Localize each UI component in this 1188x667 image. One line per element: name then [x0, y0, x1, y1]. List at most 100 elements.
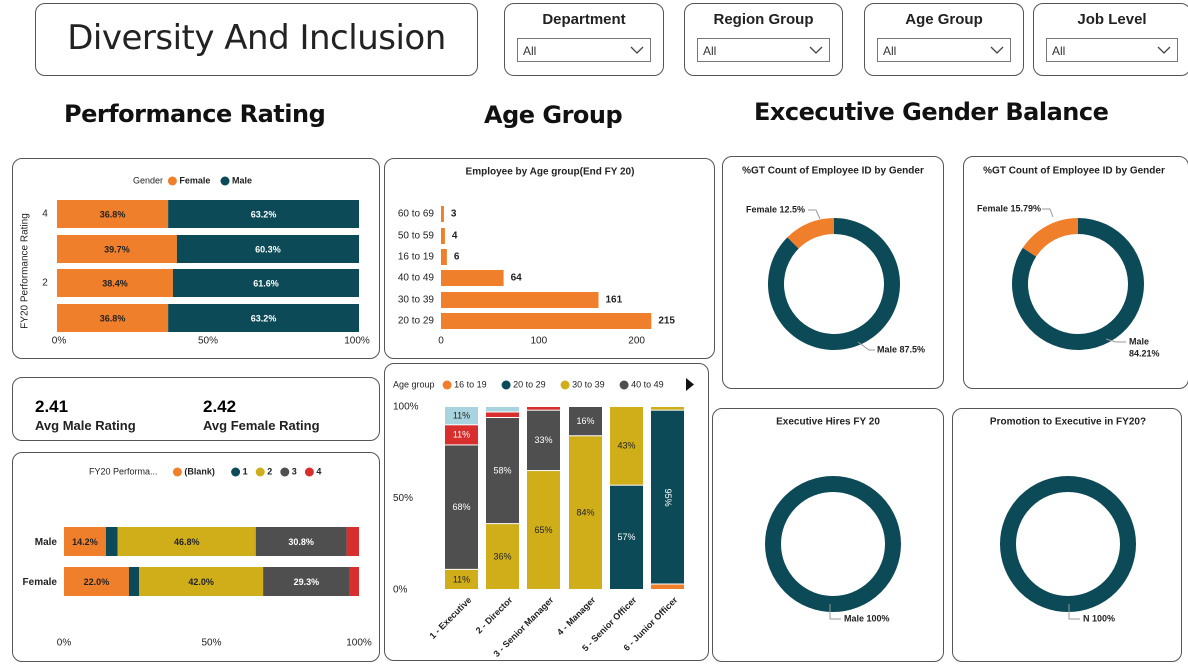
bar-segment	[346, 527, 359, 556]
x-tick-label: 200	[628, 336, 645, 347]
y-tick-label: 20 to 29	[398, 316, 435, 327]
legend-marker	[304, 467, 314, 477]
data-label: 42.0%	[188, 577, 214, 587]
legend-label: 2	[267, 466, 272, 476]
promotion-card: Promotion to Executive in FY20? N 100%	[952, 408, 1182, 662]
title-card: Diversity And Inclusion	[35, 3, 478, 76]
data-label: 65%	[534, 525, 552, 535]
legend-marker	[220, 176, 230, 186]
bar-segment	[610, 407, 643, 485]
y-tick-label: 40 to 49	[398, 273, 435, 284]
bar-segment	[527, 407, 560, 410]
promotion-donut: Promotion to Executive in FY20? N 100%	[990, 417, 1146, 624]
data-label: 36%	[493, 551, 511, 561]
bar-segment	[255, 527, 347, 556]
x-tick-label: 100%	[346, 638, 372, 649]
y-tick-label: 0%	[393, 585, 408, 596]
x-tick-label: 0	[438, 336, 444, 347]
donut-slice	[768, 218, 900, 350]
data-label: Male 87.5%	[877, 344, 925, 354]
legend-label: 1	[243, 466, 248, 476]
bar-segment	[263, 567, 350, 596]
legend-label: Female	[179, 175, 210, 185]
bar-segment	[445, 445, 478, 569]
bar-segment	[445, 569, 478, 589]
bar-segment	[128, 567, 140, 596]
region-group-dropdown[interactable]: All	[697, 38, 830, 62]
data-label: 30.8%	[288, 537, 314, 547]
bar-segment	[610, 485, 643, 589]
bar-segment	[486, 524, 519, 589]
avg-male-rating-value: 2.41	[35, 397, 69, 416]
data-label: 29.3%	[294, 577, 320, 587]
data-label: 43%	[617, 441, 635, 451]
bar-segment	[176, 235, 359, 263]
x-tick-label: 1 - Executive	[427, 595, 473, 641]
data-label: N 100%	[1083, 613, 1115, 623]
avg-male-rating-label: Avg Male Rating	[35, 418, 136, 433]
age-section-title: Age Group	[484, 101, 623, 129]
data-label: 38.4%	[102, 278, 128, 288]
x-tick-label: 0%	[52, 336, 67, 347]
age-group-card: Employee by Age group(End FY 20) 60 to 69…	[384, 158, 715, 359]
legend-title: Gender	[133, 175, 163, 185]
dropdown-value: All	[703, 44, 717, 58]
y-tick-label: 2	[42, 278, 48, 289]
chart-title: Employee by Age group(End FY 20)	[466, 167, 635, 178]
data-label: 36.8%	[100, 313, 126, 323]
age-group-dropdown[interactable]: All	[877, 38, 1011, 62]
data-label: 84.21%	[1129, 348, 1160, 358]
perf-distribution-card: FY20 Performa... (Blank) 1 2 3 4 Male 14.2% 46.8…	[12, 452, 380, 662]
legend-marker	[280, 467, 290, 477]
data-label: Male	[1129, 336, 1149, 346]
data-label: 95%	[663, 489, 673, 507]
legend-marker	[167, 176, 177, 186]
avg-female-rating-label: Avg Female Rating	[203, 418, 320, 433]
legend-marker	[231, 467, 241, 477]
filter-label: Age Group	[905, 11, 983, 28]
data-label: 4	[452, 231, 458, 242]
bar-segment	[57, 200, 169, 228]
data-label: Female 15.79%	[977, 203, 1041, 213]
perf-by-gender-card: Gender Female Male FY20 Performance Rating 4…	[12, 158, 380, 359]
chevron-down-icon	[809, 46, 823, 54]
y-tick-label: 50%	[393, 493, 413, 504]
leader-line	[1068, 604, 1080, 620]
bar-segment	[486, 417, 519, 524]
data-label: 215	[658, 316, 675, 327]
legend-label: 40 to 49	[631, 379, 664, 389]
bar-segment	[651, 584, 684, 589]
department-dropdown[interactable]: All	[517, 38, 651, 62]
data-label: 63.2%	[251, 209, 277, 219]
x-tick-label: 50%	[201, 638, 221, 649]
data-label: 6	[454, 252, 460, 263]
legend-marker	[255, 467, 265, 477]
next-page-icon[interactable]	[686, 378, 694, 391]
bar-segment	[172, 269, 359, 297]
chevron-down-icon	[630, 46, 644, 54]
data-label: 3	[451, 209, 457, 220]
data-label: 161	[606, 295, 623, 306]
legend-label: (Blank)	[184, 466, 215, 476]
age-by-level-card: Age group 16 to 19 20 to 29 30 to 39 40 to 4…	[384, 363, 709, 661]
exec-section-title: Excecutive Gender Balance	[754, 98, 1109, 126]
bar-segment	[445, 425, 478, 445]
chevron-down-icon	[990, 46, 1004, 54]
dropdown-value: All	[883, 44, 897, 58]
legend-label: 4	[316, 466, 321, 476]
job-level-filter: Job Level All	[1033, 3, 1188, 76]
avg-female-rating-value: 2.42	[203, 397, 237, 416]
data-label: 63.2%	[251, 313, 277, 323]
age-group-chart: Employee by Age group(End FY 20) 60 to 69…	[398, 167, 676, 347]
job-level-dropdown[interactable]: All	[1046, 38, 1178, 62]
data-label: 46.8%	[174, 537, 200, 547]
department-filter: Department All	[504, 3, 664, 76]
bar-segment	[527, 410, 560, 471]
filter-label: Region Group	[713, 11, 814, 28]
bar-segment	[349, 567, 359, 596]
legend-label: 3	[292, 466, 297, 476]
bar-segment	[105, 527, 118, 556]
data-label: 64	[511, 273, 523, 284]
leader-line	[1105, 338, 1126, 343]
donut-slice	[1022, 218, 1078, 257]
